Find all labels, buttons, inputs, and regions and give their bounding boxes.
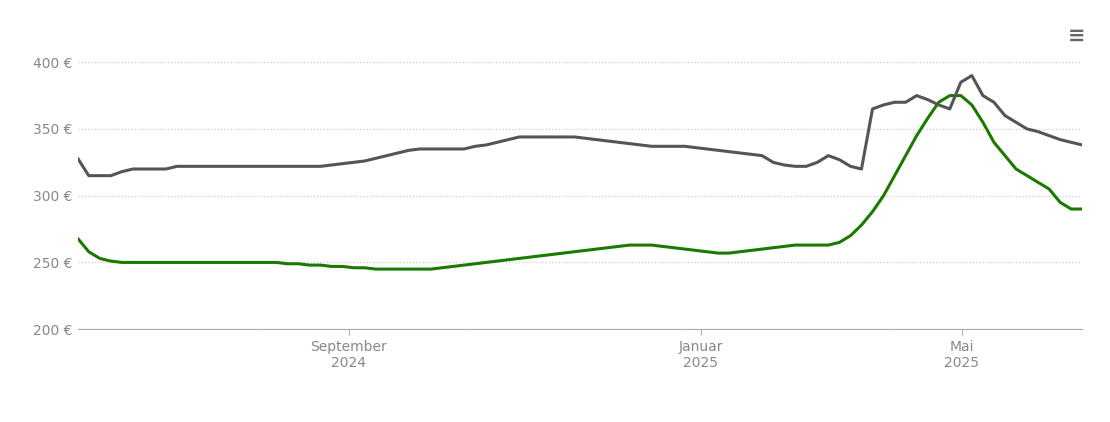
Legend: lose Ware, Sackware: lose Ware, Sackware (458, 416, 702, 422)
Text: ≡: ≡ (1068, 25, 1086, 45)
